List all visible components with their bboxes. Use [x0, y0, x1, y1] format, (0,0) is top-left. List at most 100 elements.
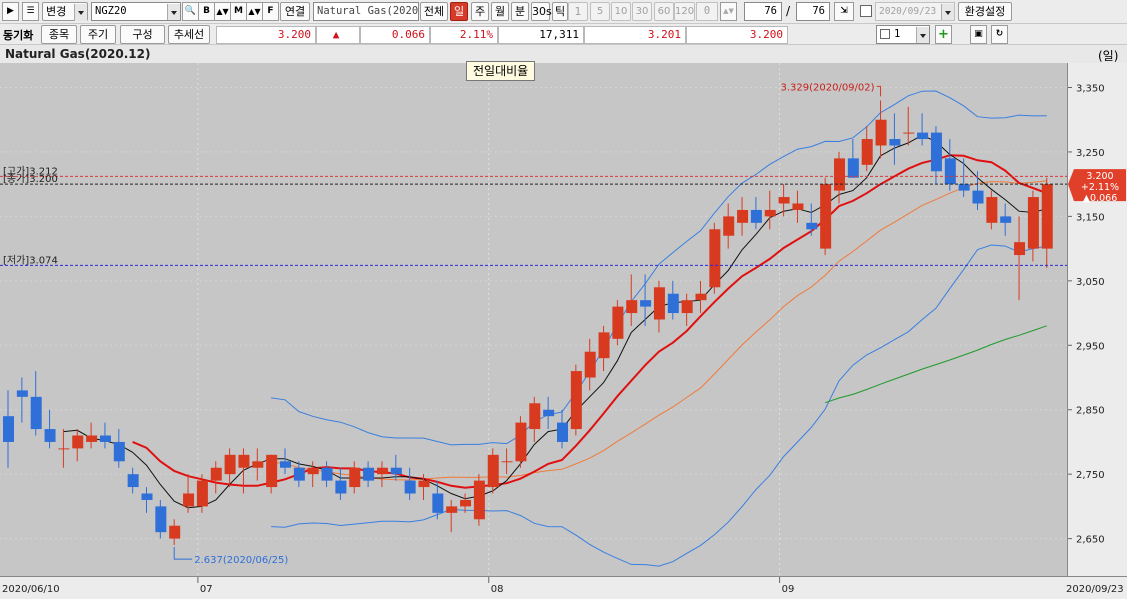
- candle-body: [58, 448, 70, 450]
- minute-option[interactable]: 10: [611, 2, 631, 21]
- candle-body: [446, 506, 458, 513]
- candle-body: [640, 300, 652, 307]
- change-dropdown[interactable]: 변경: [42, 2, 88, 21]
- candle-body: [834, 158, 845, 191]
- sync-label[interactable]: 동기화: [3, 29, 34, 42]
- settings-button[interactable]: 환경설정: [958, 2, 1012, 21]
- ask-price: 3.201: [584, 26, 686, 44]
- date-checkbox[interactable]: [860, 5, 872, 17]
- candle-body: [681, 300, 693, 314]
- m-button[interactable]: M: [230, 2, 247, 21]
- plot-area[interactable]: [고가]3.212 [종가]3.200 [저가]3.074 3.329(2020/09…: [0, 61, 1067, 576]
- candle-body: [806, 222, 818, 230]
- x-tick-label: 09: [782, 584, 795, 595]
- step-value[interactable]: 1: [568, 2, 588, 21]
- f-button[interactable]: F: [262, 2, 279, 21]
- candle-body: [570, 371, 582, 430]
- price-tag: [1068, 169, 1126, 202]
- refresh-icon[interactable]: ↻: [991, 25, 1008, 44]
- tab-period[interactable]: 틱: [552, 2, 568, 21]
- search-icon[interactable]: 🔍: [182, 2, 199, 21]
- minute-option[interactable]: 5: [590, 2, 610, 21]
- zoom-icon[interactable]: ⇲: [834, 2, 854, 21]
- cycle-button[interactable]: 주기: [80, 25, 116, 44]
- bid-price: 3.200: [686, 26, 788, 44]
- candle-body: [944, 158, 956, 185]
- ma20-line: [271, 180, 1047, 481]
- candle-body: [16, 390, 28, 397]
- y-axis[interactable]: 3,350 3,250 3,150 3,050 2,950 2,850 2,750 2,650…: [1067, 63, 1127, 576]
- close-price-line-label: [종가]3.200: [3, 173, 58, 185]
- quote-toolbar: 동기화 종목 주기 구성 추세선 3.200 ▲ 0.066 2.11% 17,…: [0, 24, 1127, 45]
- link-button[interactable]: 연결: [280, 2, 310, 21]
- candle-body: [903, 132, 915, 134]
- y-tick-label: 3,050: [1076, 277, 1105, 288]
- candle-body: [155, 506, 167, 533]
- tab-period[interactable]: 분: [511, 2, 529, 21]
- minute-option[interactable]: 60: [654, 2, 674, 21]
- candle-body: [543, 409, 555, 417]
- y-tick-label: 2,950: [1076, 341, 1105, 352]
- minute-option[interactable]: 30: [632, 2, 652, 21]
- y-tick-label: 2,650: [1076, 535, 1105, 546]
- candle-body: [280, 461, 291, 468]
- candle-body: [487, 454, 499, 488]
- chevron-down-icon[interactable]: [167, 4, 180, 20]
- spin-arrows-icon[interactable]: ▲▼: [720, 2, 737, 21]
- candle-body: [986, 197, 998, 223]
- all-button[interactable]: 전체: [420, 2, 448, 21]
- add-icon[interactable]: +: [935, 25, 952, 44]
- candle-body: [30, 396, 42, 430]
- candle-body: [723, 216, 735, 236]
- chevron-down-icon[interactable]: [916, 27, 929, 43]
- symbol-value: NGZ20: [95, 5, 127, 17]
- ma60-line: [824, 325, 1047, 404]
- layout-select[interactable]: 1: [876, 25, 930, 44]
- symbol-input[interactable]: NGZ20: [91, 2, 181, 21]
- panel-toggle-icon[interactable]: ▶: [2, 2, 19, 21]
- candle-body: [930, 132, 942, 172]
- change-label: 변경: [46, 5, 67, 18]
- x-tick-label: 2020/09/23: [1066, 584, 1124, 595]
- candle-body: [432, 493, 444, 513]
- candle-body: [86, 435, 98, 442]
- spin-arrows-icon[interactable]: ▲▼: [214, 2, 231, 21]
- layout-checkbox[interactable]: [880, 29, 890, 39]
- chevron-down-icon[interactable]: [941, 4, 954, 20]
- compose-button[interactable]: 구성: [120, 25, 165, 44]
- tooltip: 전일대비율: [466, 61, 536, 81]
- x-axis[interactable]: 2020/06/10 07 08 09 2020/09/23: [0, 576, 1127, 599]
- save-icon[interactable]: ▣: [970, 25, 987, 44]
- candle-body: [820, 184, 832, 249]
- candle-body: [861, 139, 873, 165]
- candle-body: [598, 332, 610, 359]
- trendline-button[interactable]: 추세선: [168, 25, 210, 44]
- candle-body: [750, 209, 762, 223]
- tab-period[interactable]: 30s: [531, 2, 552, 21]
- menu-icon[interactable]: ☰: [22, 2, 39, 21]
- candle-body: [363, 467, 375, 481]
- candle-body: [224, 454, 236, 475]
- spin-field[interactable]: 0: [696, 2, 718, 21]
- candle-body: [307, 467, 319, 475]
- tab-period[interactable]: 일: [450, 2, 468, 21]
- chart-header: Natural Gas(2020.12) (일): [0, 45, 1127, 63]
- tab-period[interactable]: 월: [491, 2, 509, 21]
- date-input[interactable]: 2020/09/23: [875, 2, 955, 21]
- candle-body: [529, 403, 541, 430]
- b-button[interactable]: B: [198, 2, 215, 21]
- candle-body: [113, 441, 125, 462]
- y-tick-label: 2,750: [1076, 470, 1105, 481]
- candle-body: [404, 480, 416, 494]
- spin-arrows-icon[interactable]: ▲▼: [246, 2, 263, 21]
- candle-body: [1000, 216, 1012, 223]
- count-input[interactable]: 76: [744, 2, 782, 21]
- candle-body: [169, 525, 181, 539]
- change-percent: 2.11%: [430, 26, 498, 44]
- minute-option[interactable]: 120: [674, 2, 695, 21]
- candle-body: [99, 435, 111, 442]
- tab-period[interactable]: 주: [471, 2, 489, 21]
- product-name-field: Natural Gas(2020: [313, 2, 419, 21]
- item-button[interactable]: 종목: [41, 25, 77, 44]
- price-chart-svg[interactable]: [고가]3.212[종가]3.200 [저가]3.074 3.329(2020/09…: [0, 63, 1067, 576]
